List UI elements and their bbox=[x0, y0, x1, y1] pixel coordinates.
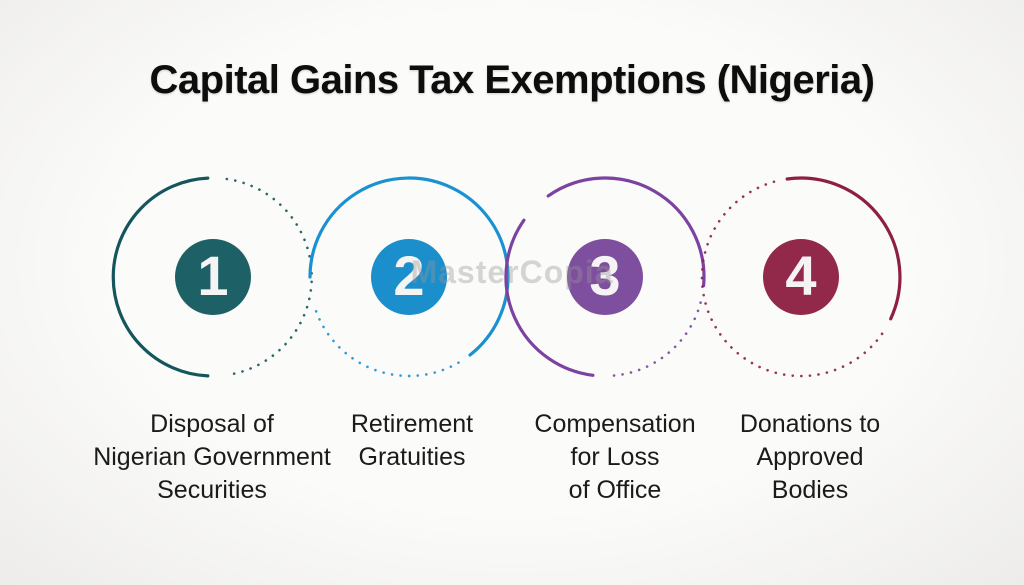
step-3-label-line-1: Compensation bbox=[534, 410, 696, 438]
step-2-label: Retirement Gratuities bbox=[282, 408, 542, 474]
step-4-label-line-1: Donations to bbox=[739, 410, 881, 438]
step-3-number-badge: 3 bbox=[567, 239, 643, 315]
step-4-number-badge: 4 bbox=[763, 239, 839, 315]
step-2-ring-solid-arc bbox=[308, 176, 510, 357]
step-2-ring-dotted-arc bbox=[314, 309, 460, 378]
step-4-ring-solid-arc bbox=[785, 176, 902, 321]
page-title: Capital Gains Tax Exemptions (Nigeria) bbox=[149, 58, 875, 102]
step-1-number: 1 bbox=[197, 244, 229, 307]
step-1-label-line-3: Securities bbox=[157, 476, 267, 504]
step-2-label-line-1: Retirement bbox=[350, 410, 474, 438]
step-3-label-line-3: of Office bbox=[568, 476, 662, 504]
step-3-label: Compensation for Loss of Office bbox=[485, 408, 745, 507]
step-3-ring-solid-arc bbox=[546, 176, 706, 288]
step-4-ring-dotted-arc bbox=[700, 180, 884, 378]
step-3-number: 3 bbox=[589, 244, 621, 307]
step-3-label-line-2: for Loss bbox=[570, 443, 660, 471]
step-1-label: Disposal of Nigerian Government Securiti… bbox=[82, 408, 342, 507]
step-4-label: Donations to Approved Bodies bbox=[680, 408, 940, 507]
step-1-ring-dotted-arc bbox=[225, 177, 313, 377]
step-1-ring-solid-arc bbox=[111, 176, 210, 378]
step-4-label-line-2: Approved bbox=[756, 443, 864, 471]
step-1-number-badge: 1 bbox=[175, 239, 251, 315]
step-2-number-badge: 2 bbox=[371, 239, 447, 315]
step-3-ring-solid-arc-2 bbox=[504, 218, 595, 377]
step-4-label-line-3: Bodies bbox=[771, 476, 849, 504]
step-4-number: 4 bbox=[785, 244, 817, 307]
step-1-label-line-1: Disposal of bbox=[150, 410, 274, 438]
step-2-number: 2 bbox=[393, 244, 425, 307]
step-3-ring-dotted-arc bbox=[612, 301, 702, 377]
step-1-label-line-2: Nigerian Government bbox=[93, 443, 331, 471]
step-2-label-line-2: Gratuities bbox=[358, 443, 466, 471]
